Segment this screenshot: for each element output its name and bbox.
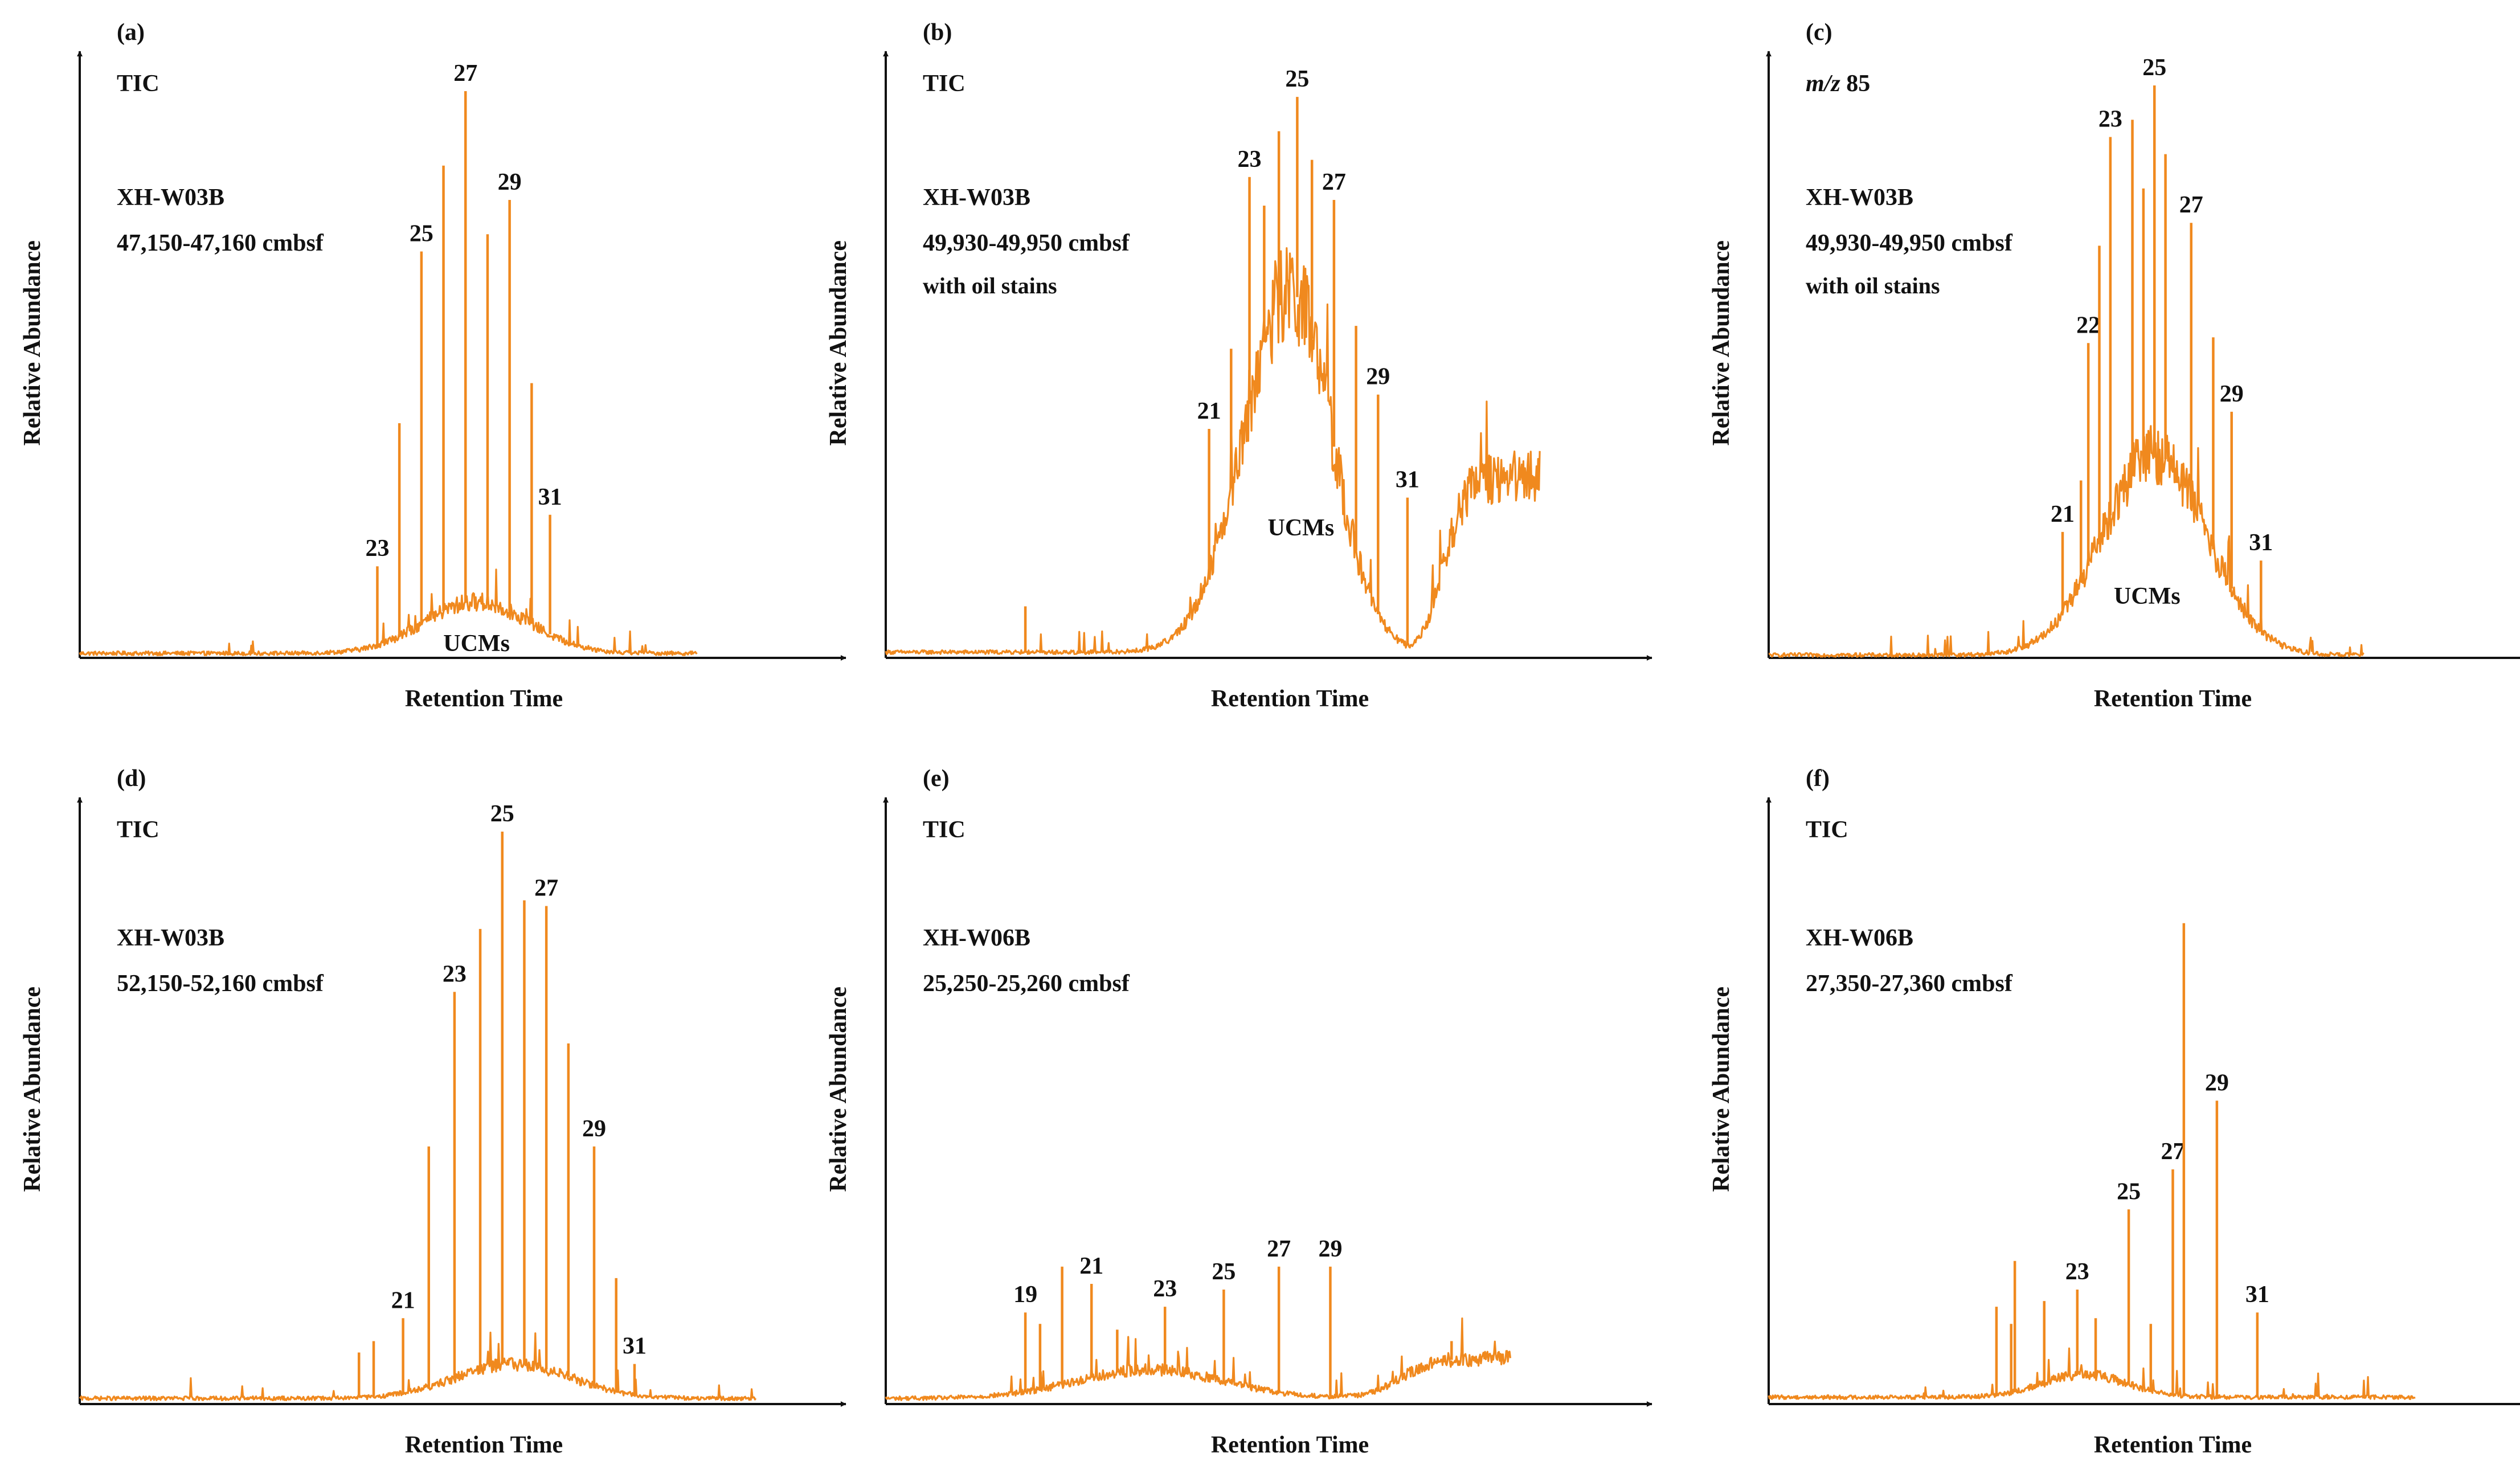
panel-method: TIC [923,817,966,843]
panel-method: TIC [923,71,966,97]
peak-label: 23 [2098,106,2122,132]
peak-label: 29 [1366,364,1390,390]
peak-label: 23 [1238,146,1262,173]
tic-trace [79,1331,757,1402]
sample-depth: 25,250-25,260 cmbsf [923,971,1130,997]
x-axis-title: Retention Time [405,1432,563,1458]
peak-label: 25 [1212,1259,1236,1285]
peak-label: 29 [2205,1070,2229,1096]
sample-depth: 27,350-27,360 cmbsf [1806,971,2013,997]
sample-depth: 47,150-47,160 cmbsf [117,230,324,256]
panel-letter: (a) [117,19,145,46]
peak-label: 23 [443,961,467,987]
sample-depth: 49,930-49,950 cmbsf [923,230,1130,256]
peak-label: 31 [538,484,562,510]
peak-label: 29 [498,169,522,195]
panel-f: 23 25 27 29 31 (f) TIC XH-W06B 27,350-27,360 cmb… [1708,766,2520,1458]
sample-id: XH-W06B [1806,925,1913,951]
y-axis-title: Relative Abundance [19,987,46,1192]
panel-letter: (b) [923,19,952,46]
peak-label: 27 [2161,1139,2185,1165]
tic-trace [1768,1347,2416,1400]
tic-trace [885,247,1541,655]
peak-label: 29 [1318,1236,1342,1262]
peak-label: 31 [2245,1282,2269,1308]
peak-label: 25 [2142,55,2166,81]
peak-label: 29 [582,1116,606,1142]
peak-label: 25 [2117,1178,2141,1205]
sample-id: XH-W03B [1806,185,1913,211]
sample-id: XH-W03B [117,185,224,211]
panel-a: 23 25 27 29 31 UCMs (a) TIC XH-W03B 47,150-47,160… [19,19,846,712]
peak-label: 27 [1267,1236,1291,1262]
y-axis-title: Relative Abundance [1708,240,1734,446]
sample-id: XH-W06B [923,925,1030,951]
peak-label: 21 [2051,501,2075,527]
peak-label: 23 [2065,1259,2089,1285]
tic-trace [1768,425,2364,658]
panel-method: TIC [1806,817,1848,843]
panel-letter: (c) [1806,19,1832,46]
panel-letter: (f) [1806,766,1830,792]
y-axis-title: Relative Abundance [825,987,852,1192]
peak-label: 25 [410,220,433,247]
panel-method: TIC [117,71,159,97]
peak-label: 31 [623,1333,647,1360]
peak-label: 25 [490,801,514,827]
peak-label: 27 [534,875,558,902]
peak-label: 31 [1396,467,1419,493]
x-axis-title: Retention Time [2094,686,2252,712]
x-axis-title: Retention Time [1211,1432,1369,1458]
peak-label: 27 [1322,169,1346,195]
peak-label: 19 [1013,1282,1037,1308]
panel-letter: (d) [117,766,146,792]
x-axis-title: Retention Time [2094,1432,2252,1458]
y-axis-title: Relative Abundance [1708,987,1734,1192]
sample-depth: 52,150-52,160 cmbsf [117,971,324,997]
peak-label: 27 [453,60,477,87]
peak-label: 21 [391,1287,415,1313]
ucm-label: UCMs [1268,515,1335,541]
x-axis-title: Retention Time [405,686,563,712]
peak-label: 25 [1285,66,1309,92]
peak-label: 21 [1197,398,1221,424]
tic-trace [885,1317,1512,1401]
peak-label: 29 [2220,381,2244,407]
peak-label: 22 [2076,312,2100,338]
panel-letter: (e) [923,766,950,792]
panel-b: 21 23 25 27 29 31 UCMs (b) TIC XH-W03B 49,930-49,9… [825,19,1652,712]
peak-label: 27 [2179,192,2203,218]
panel-e: 19 21 23 25 27 29 (e) TIC XH-W06B 25,250-25,260 c… [825,766,1652,1458]
sample-depth: 49,930-49,950 cmbsf [1806,230,2013,256]
y-axis-title: Relative Abundance [19,240,46,446]
peak-label: 23 [365,535,389,562]
sample-id: XH-W03B [923,185,1030,211]
panel-c: 21 22 23 25 27 29 31 UCMs (c) m/z 85 XH-W03B 49,930… [1708,19,2520,712]
peak-label: 23 [1153,1276,1177,1302]
sample-note: with oil stains [923,273,1057,298]
y-axis-title: Relative Abundance [825,240,852,446]
peak-label: 21 [1079,1253,1103,1279]
x-axis-title: Retention Time [1211,686,1369,712]
ucm-label: UCMs [2114,583,2181,609]
peak-label: 31 [2249,530,2273,556]
panel-d: 21 23 25 27 29 31 (d) TIC XH-W03B 52,150-52,160 c… [19,766,846,1458]
sample-note: with oil stains [1806,273,1940,298]
sample-id: XH-W03B [117,925,224,951]
panel-method: TIC [117,817,159,843]
tic-trace [79,568,698,657]
panel-method: m/z 85 [1806,71,1870,97]
ucm-label: UCMs [443,631,510,657]
